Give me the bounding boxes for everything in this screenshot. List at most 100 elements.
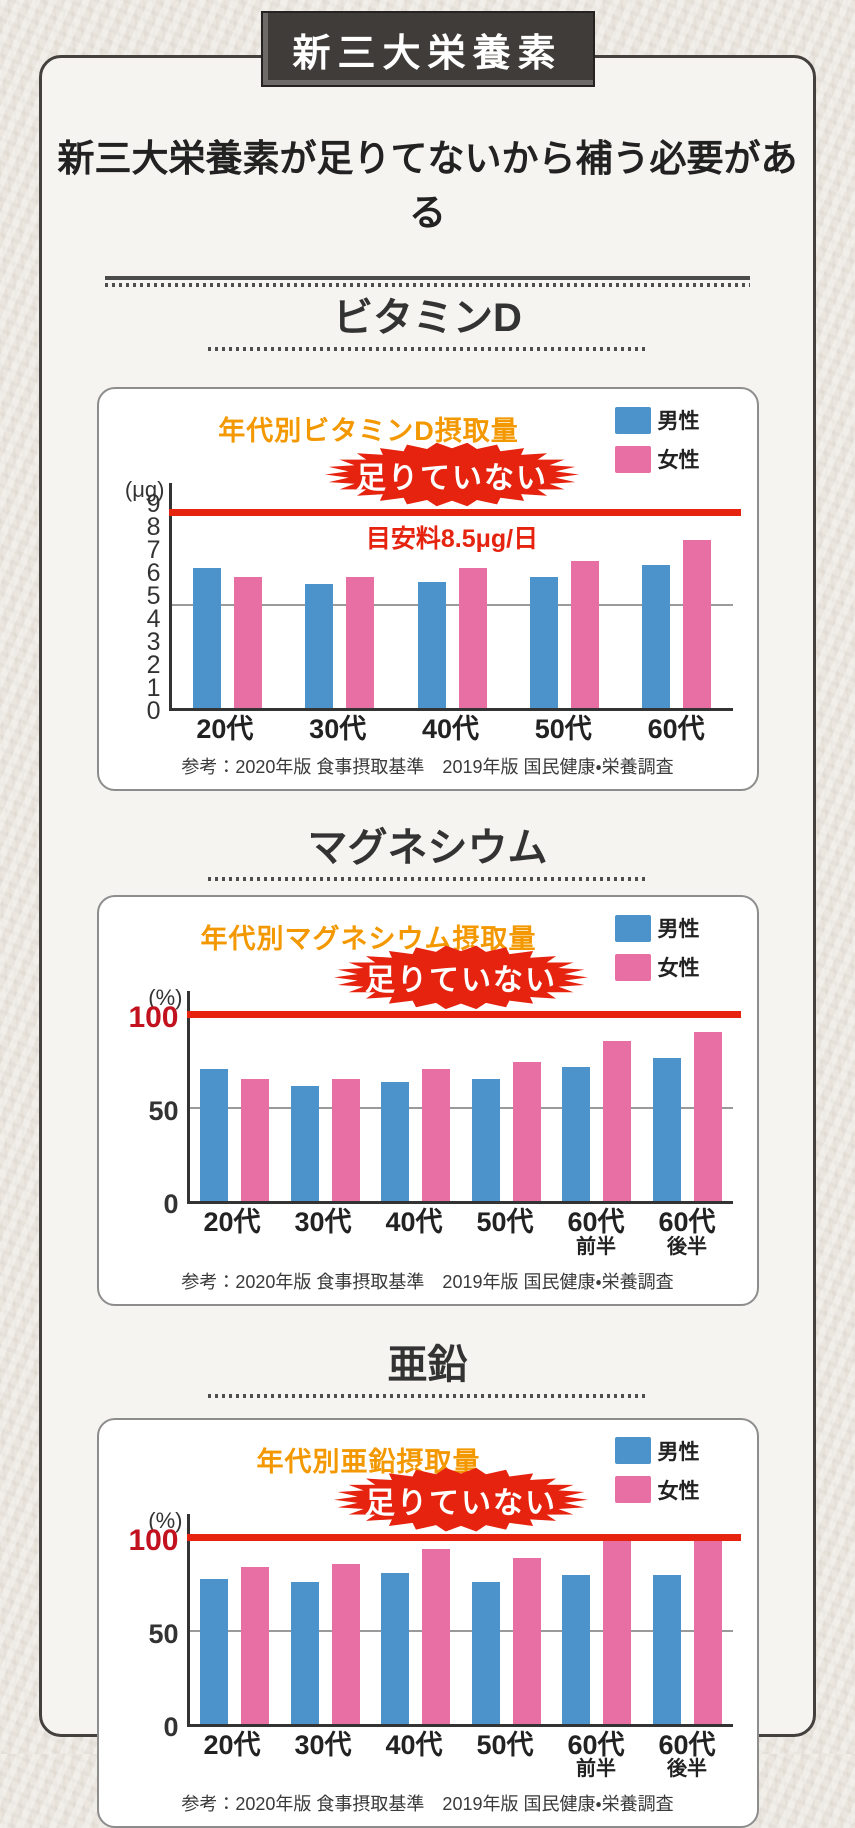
male-bar-40代 [381,1573,410,1724]
legend-label-female: 女性 [657,1479,700,1503]
female-bar-40代 [458,567,487,708]
chart-card: 年代別亜鉛摂取量 男性 女性 (%) 0 50 100 [96,1417,759,1828]
legend-item-male: 男性 [614,1436,733,1466]
legend-label-male: 男性 [657,1440,700,1464]
threshold-red-line [186,1011,741,1019]
bar-groups [172,483,733,708]
male-color-swatch [614,1437,651,1465]
x-tick-label: 50代 [476,1207,534,1238]
source-note: 参考：2020年版 食事摂取基準 2019年版 国民健康・栄養調査 [181,1794,674,1815]
female-bar-30代 [331,1563,360,1724]
bar-groups [190,1514,733,1724]
male-bar-20代 [200,1069,229,1202]
x-tick-label: 60代 後半 [642,1208,733,1257]
y-tick-label: 9 [146,490,161,518]
starburst-shape: 足りていない [325,442,579,507]
shortage-label: 足りていない [365,1486,557,1520]
legend-label-female: 女性 [657,449,700,472]
y-axis-unit-label: (μg) [124,477,165,502]
page-title-badge: 新三大栄養素 [260,11,595,87]
male-bar-60代前半 [562,1067,591,1202]
x-tick-sublabel: 後半 [667,1235,707,1258]
shortage-label: 足りていない [365,964,557,998]
chart-legend: 男性 女性 [614,1432,733,1505]
x-tick-label: 60代 前半 [551,1208,642,1257]
starburst-shape: 足りていない [334,945,588,1010]
x-tick-label: 20代 [203,1729,261,1760]
chart-legend: 男性 女性 [614,401,733,474]
x-tick-label: 60代 [647,714,705,744]
bar-group [461,1514,552,1724]
x-tick-label: 40代 [421,714,480,744]
x-tick-label: 50代 [476,1729,534,1760]
y-tick-label: 7 [146,536,161,564]
male-bar-60代前半 [562,1574,591,1724]
female-color-swatch [614,953,651,981]
y-tick-label: 0 [146,697,161,725]
shortage-starburst: 足りていない [334,945,588,1010]
y-tick-label: 5 [146,582,161,610]
section-dotted-underline [207,877,648,882]
y-tick-label: 100 [128,1523,179,1557]
bar-group [642,1514,733,1724]
y-axis: (%) 0 50 100 [123,1508,187,1741]
nutrient-section: ビタミンD 年代別ビタミンD摂取量 男性 女性 (μg) [42,295,813,792]
shortage-starburst: 足りていない [334,1467,588,1532]
male-bar-60代 [641,565,670,708]
female-bar-50代 [512,1061,541,1202]
male-bar-20代 [200,1578,229,1724]
nutrient-section: マグネシウム 年代別マグネシウム摂取量 男性 女性 (%) [42,825,813,1306]
y-tick-label: 0 [163,1189,179,1220]
source-note: 参考：2020年版 食事摂取基準 2019年版 国民健康・栄養調査 [181,1271,674,1292]
section-dotted-underline [207,1393,648,1398]
chart-area: (%) 0 50 100 足りていない [123,945,741,1218]
x-axis-labels-row: 20代 30代 40代 50代 60代 前半 60代 後半 [123,1208,733,1257]
x-tick-label: 20代 [196,714,254,744]
x-axis-labels: 20代 30代 40代 50代 60代 前半 60代 後半 [187,1729,733,1780]
legend-label-male: 男性 [657,918,700,942]
chart-card-header: 年代別ビタミンD摂取量 男性 女性 [123,401,733,475]
y-tick-label: 50 [148,1618,179,1649]
main-panel: 新三大栄養素が足りてないから補う必要がある ビタミンD 年代別ビタミンD摂取量 … [39,55,816,1828]
starburst-shape: 足りていない [334,1467,588,1532]
bar-groups [190,991,733,1202]
male-bar-30代 [290,1582,319,1724]
section-title: ビタミンD [333,296,522,340]
chart-title: 年代別ビタミンD摂取量 [218,416,519,446]
male-bar-60代後半 [652,1058,681,1202]
x-axis-labels-row: 20代 30代 40代 50代 60代 前半 60代 後半 [123,1729,733,1780]
bar-group [371,991,462,1202]
bar-group [552,1514,643,1724]
bar-group [461,991,552,1202]
x-tick-label: 30代 [294,1729,352,1760]
plot-area: 足りていない [186,1467,741,1727]
bar-group [280,991,371,1202]
y-tick-label: 1 [146,674,161,702]
x-tick-label: 60代 前半 [551,1730,642,1780]
y-axis-unit-label: (%) [148,1507,183,1533]
female-bar-20代 [241,1078,270,1202]
y-tick-label: 2 [146,651,161,679]
bar-group [280,1514,371,1724]
section-title: マグネシウム [307,826,548,871]
chart-sections: ビタミンD 年代別ビタミンD摂取量 男性 女性 (μg) [42,295,813,1828]
legend-item-female: 女性 [614,952,733,982]
plot-area: 足りていない [186,945,741,1205]
threshold-red-line [186,1533,741,1541]
female-bar-30代 [331,1078,360,1202]
male-bar-20代 [193,567,222,708]
male-bar-30代 [290,1086,319,1202]
chart-area: (%) 0 50 100 足りていない [123,1467,741,1741]
female-bar-30代 [346,576,375,708]
y-axis-unit-label: (%) [148,985,183,1011]
page-heading: 新三大栄養素が足りてないから補う必要がある [57,138,798,233]
male-color-swatch [614,406,651,434]
female-bar-40代 [422,1069,451,1202]
threshold-note: 目安料8.5μg/日 [365,524,539,553]
divider-dotted-line [105,283,750,287]
female-bar-50代 [512,1558,541,1724]
female-bar-60代前半 [603,1041,632,1202]
female-color-swatch [614,445,651,473]
